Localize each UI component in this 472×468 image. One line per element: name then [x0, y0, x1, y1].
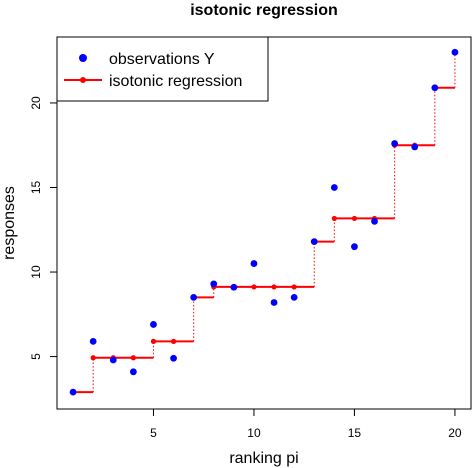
observation-point: [330, 184, 338, 191]
observation-point: [250, 260, 258, 267]
observations-series: [69, 48, 459, 396]
observation-point: [109, 356, 117, 364]
observation-point: [230, 283, 238, 291]
x-axis-label: ranking pi: [229, 450, 298, 467]
x-tick-label: 20: [448, 426, 462, 440]
regression-point: [251, 284, 257, 290]
observation-point: [391, 140, 399, 147]
observation-point: [210, 280, 218, 288]
legend-regression-marker: [80, 77, 86, 83]
observation-point: [290, 294, 298, 301]
regression-point: [150, 338, 157, 344]
legend-box: [56, 36, 269, 102]
legend: observations Y isotonic regression: [56, 36, 269, 102]
y-tick-label: 10: [29, 265, 43, 279]
x-tick-label: 10: [247, 426, 261, 440]
observation-point: [431, 84, 439, 92]
legend-regression-label: isotonic regression: [109, 73, 242, 90]
y-tick-label: 20: [29, 96, 43, 110]
observation-point: [451, 48, 459, 56]
observation-point: [129, 368, 137, 376]
x-tick-label: 15: [348, 426, 362, 440]
observation-point: [310, 238, 318, 246]
regression-point: [130, 355, 136, 361]
observation-point: [190, 294, 198, 301]
x-axis: 5 10 15 20: [150, 409, 462, 440]
regression-point: [331, 215, 337, 222]
regression-point: [291, 284, 297, 290]
regression-point: [90, 355, 96, 361]
observation-point: [170, 354, 177, 362]
regression-point: [271, 284, 277, 290]
regression-point: [170, 338, 177, 344]
observation-point: [69, 388, 77, 396]
chart-title: isotonic regression: [190, 2, 338, 19]
legend-observations-marker: [79, 54, 87, 62]
observation-point: [150, 321, 157, 328]
x-tick-label: 5: [150, 426, 157, 440]
y-axis: 5 10 15 20: [29, 96, 57, 360]
y-tick-label: 5: [29, 353, 43, 360]
observation-point: [411, 143, 419, 151]
y-tick-label: 15: [29, 180, 43, 194]
regression-point: [351, 215, 358, 222]
legend-observations-label: observations Y: [109, 51, 215, 68]
observation-point: [351, 243, 358, 251]
observation-point: [89, 337, 97, 345]
observation-point: [270, 299, 278, 306]
y-axis-label: responses: [1, 186, 18, 260]
observation-point: [371, 217, 378, 225]
